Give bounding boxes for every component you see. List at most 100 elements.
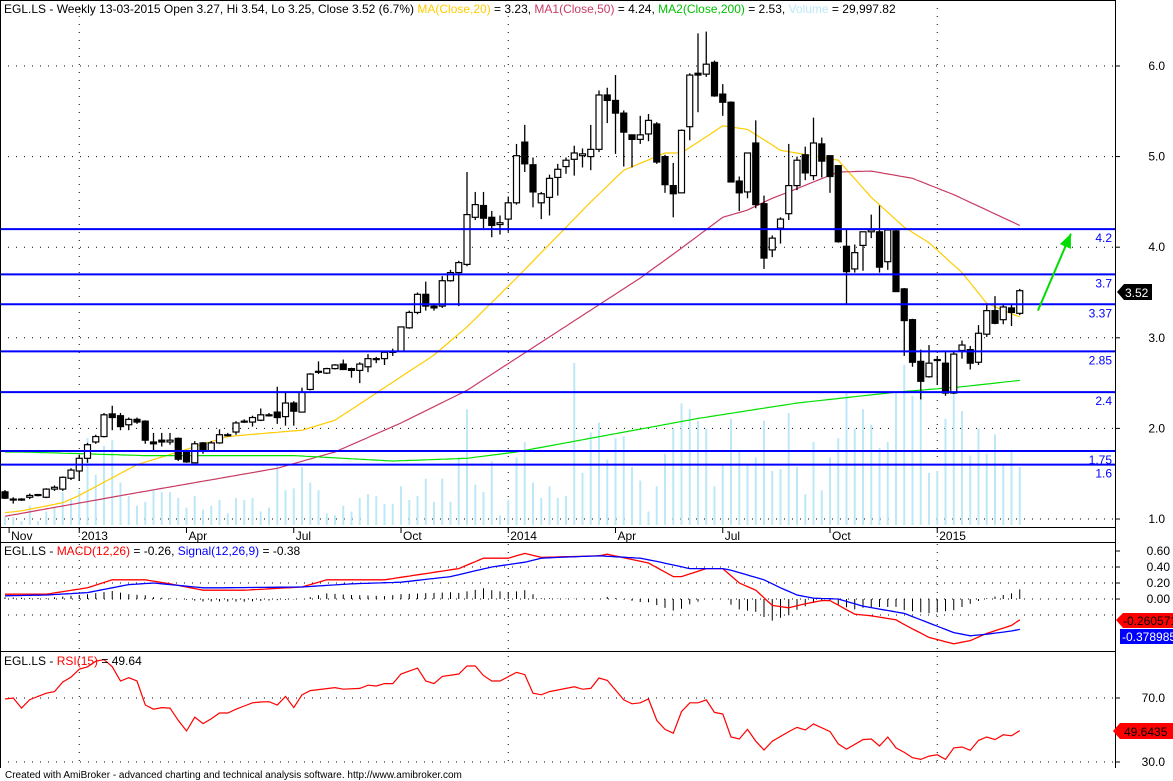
volume-bar [4,517,6,525]
candle-body-up [983,310,991,335]
candle [116,412,125,431]
candle [83,442,92,463]
volume-bar [185,507,188,525]
candle [842,229,851,304]
candle-body-up [257,414,265,421]
candle-body-up [776,218,785,229]
candle [323,367,331,375]
volume-bar [144,501,147,525]
candle [991,296,999,325]
candle [983,304,991,337]
candle-body-down [430,305,438,309]
volume-bar [309,482,312,525]
volume-bar [548,486,551,525]
volume-bar [334,515,336,525]
volume-bar [177,497,180,525]
volume-bar [457,457,460,525]
ma50-line [4,170,1021,517]
candle-body-up [191,443,199,464]
volume-bar [556,497,559,525]
candle-body-down [133,418,141,423]
volume-bar [391,503,394,525]
candle-body-down [158,439,166,443]
candle-body-down [875,231,884,268]
level-label: 1.6 [1095,467,1112,481]
volume-bar [928,472,930,525]
volume-bar [243,499,246,525]
candle [554,163,562,196]
candle-body-up [925,362,933,378]
candle [149,432,158,452]
candle [892,229,900,293]
candle [537,191,545,220]
volume-bar [961,411,963,525]
candle [578,148,587,168]
level-label: 2.85 [1089,353,1113,367]
footer-credit: Created with AmiBroker - advanced charti… [5,770,462,781]
candle [595,90,603,153]
date-axis-label: Jul [725,529,740,543]
candle-body-up [356,363,364,372]
candle-body-down [752,142,760,206]
candle [974,325,983,365]
volume-bar [408,499,411,525]
macd-axis-label: 0.00 [1147,592,1171,606]
candle-body-up [958,344,966,352]
candle [479,191,488,229]
candle-body-down [488,216,496,227]
macd-header: EGL.LS - MACD(12,26) = -0.26, Signal(12,… [4,544,300,558]
candle [174,437,182,462]
volume-bar [837,438,840,525]
candle [677,129,686,194]
candle [793,156,801,191]
level-label: 2.4 [1095,394,1112,408]
macd-panel[interactable] [4,552,1021,645]
candle-body-up [785,184,793,215]
candle-body-up [125,418,133,426]
volume-bar [251,497,254,525]
candle [636,115,644,144]
volume-bar [977,428,980,525]
volume-bar [37,521,39,525]
rsi-panel[interactable] [4,658,1021,761]
candle-body-down [661,156,669,186]
volume-bar [12,517,15,525]
candle-body-up [1016,290,1024,314]
candle [1,490,9,500]
candle-body-up [950,353,958,394]
candle-body-up [702,63,710,75]
volume-bar [919,391,922,525]
price-panel[interactable]: 4.2 3.7 3.37 2.85 2.4 1.751.6 [0,31,1115,525]
candle [628,134,636,168]
candle-body-up [686,74,694,128]
candle-body-down [710,61,719,97]
candle-body-down [818,143,826,162]
candle [743,152,752,199]
volume-bar [911,395,914,525]
volume-bar [20,521,23,525]
level-label: 3.7 [1095,276,1112,290]
candle-body-down [842,245,851,273]
candle [356,362,364,384]
candle-body-up [232,422,240,433]
candle-body-down [529,164,537,193]
candle-body-up [207,442,215,452]
candle [562,157,570,174]
candle [587,124,595,171]
price-axis-label: 2.0 [1148,421,1165,435]
price-axis-label: 1.0 [1148,512,1165,526]
volume-bar [705,428,708,525]
candle [224,432,232,437]
volume-bar [952,391,955,525]
volume-bar [152,490,155,525]
candle-body-down [372,358,380,361]
candle [776,217,785,244]
candle-body-up [768,237,776,251]
candle [281,392,290,426]
volume-bar [375,496,378,525]
candle [710,60,719,97]
candle-body-down [908,319,917,363]
candle-body-down [727,101,735,183]
volume-bar [78,490,81,525]
candle-body-up [265,414,273,417]
